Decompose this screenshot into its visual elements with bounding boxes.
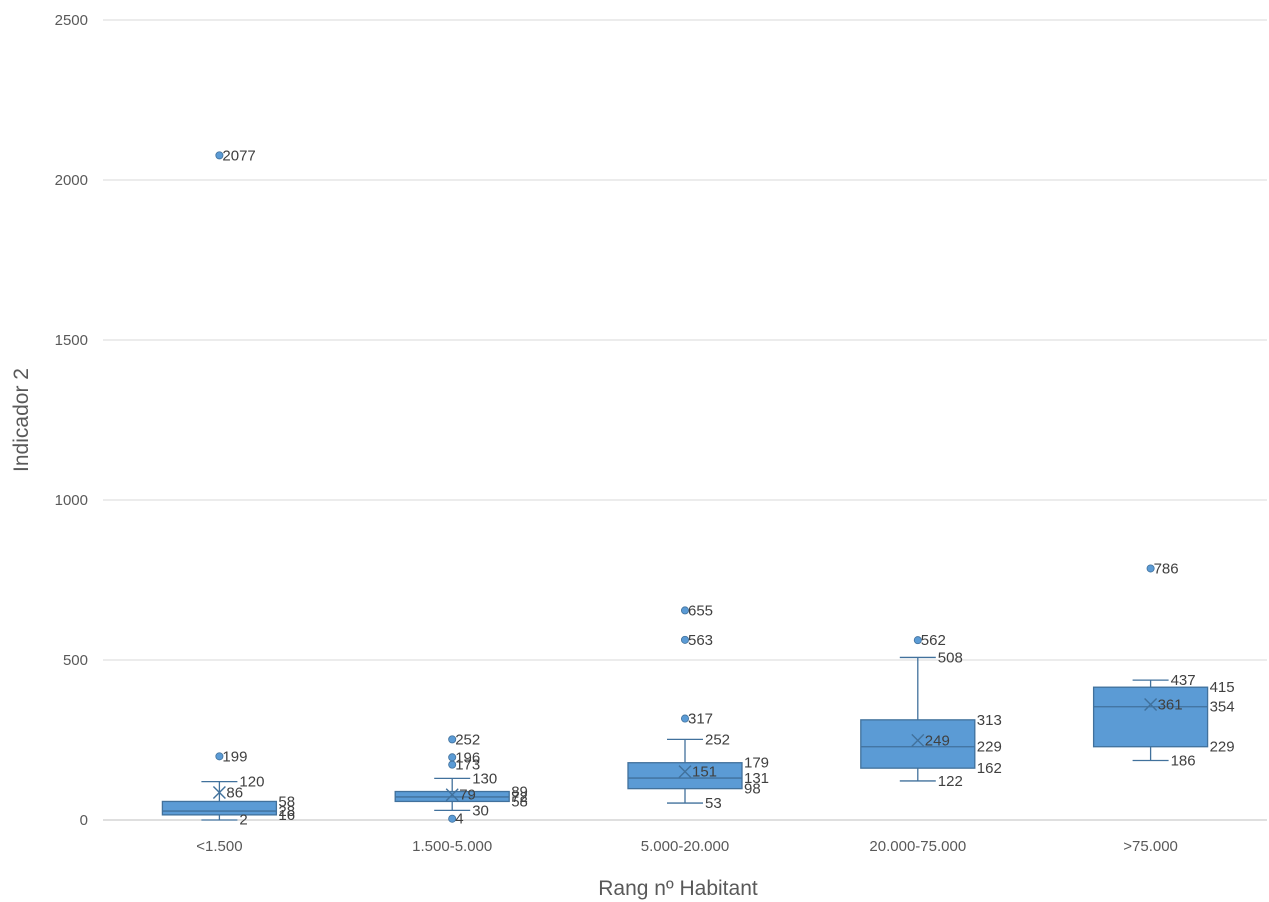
data-label-786: 786 xyxy=(1154,560,1179,577)
box-iqr xyxy=(627,762,743,790)
data-label-79: 79 xyxy=(459,787,476,804)
x-tick-label-2: 1.500-5.000 xyxy=(412,838,492,855)
data-label-53: 53 xyxy=(705,795,722,812)
data-label-30: 30 xyxy=(472,802,489,819)
data-label-655: 655 xyxy=(688,602,713,619)
y-tick-label-1000: 1000 xyxy=(55,492,88,509)
data-label-86: 86 xyxy=(226,784,243,801)
mean-marker-stroke-b xyxy=(445,788,459,802)
data-label-120: 120 xyxy=(239,774,264,791)
data-label-437: 437 xyxy=(1171,672,1196,689)
mean-marker-stroke-b xyxy=(911,733,925,747)
y-tick-label-1500: 1500 xyxy=(55,332,88,349)
data-label-2077: 2077 xyxy=(222,147,255,164)
data-label-173: 173 xyxy=(455,757,480,774)
x-axis-ticks: <1.500 1.500-5.000 5.000-20.000 20.000-75.0… xyxy=(196,838,1178,855)
outlier-point-196 xyxy=(448,753,457,762)
mean-marker-stroke-b xyxy=(678,765,692,779)
data-label-16: 16 xyxy=(278,807,295,824)
outlier-point-252 xyxy=(448,735,457,744)
data-label-162: 162 xyxy=(977,760,1002,777)
data-label-131: 131 xyxy=(744,770,769,787)
gridlines xyxy=(103,19,1267,821)
data-label-2: 2 xyxy=(239,811,247,828)
mean-marker-stroke-b xyxy=(1144,697,1158,711)
outlier-point-317 xyxy=(681,714,690,723)
outlier-point-2077 xyxy=(215,151,224,160)
x-tick-label-1: <1.500 xyxy=(196,838,242,855)
data-label-252: 252 xyxy=(705,731,730,748)
data-label-186: 186 xyxy=(1171,752,1196,769)
data-label-508: 508 xyxy=(938,649,963,666)
data-label-229: 229 xyxy=(977,739,1002,756)
y-tick-label-0: 0 xyxy=(80,812,88,829)
mean-marker xyxy=(212,785,226,799)
data-label-98: 98 xyxy=(744,781,761,798)
x-tick-label-4: 20.000-75.000 xyxy=(869,838,966,855)
data-label-252: 252 xyxy=(455,731,480,748)
data-label-229: 229 xyxy=(1210,739,1235,756)
data-label-313: 313 xyxy=(977,712,1002,729)
mean-marker xyxy=(678,765,692,779)
data-label-130: 130 xyxy=(472,770,497,787)
data-label-199: 199 xyxy=(222,748,247,765)
box-iqr xyxy=(161,800,278,816)
data-label-4: 4 xyxy=(455,811,463,828)
data-label-317: 317 xyxy=(688,711,713,728)
box-iqr xyxy=(1092,686,1209,748)
data-label-563: 563 xyxy=(688,632,713,649)
y-tick-label-500: 500 xyxy=(63,652,88,669)
outlier-point-563 xyxy=(681,635,690,644)
data-label-58: 58 xyxy=(278,793,295,810)
data-label-28: 28 xyxy=(278,803,295,820)
mean-marker-stroke-b xyxy=(212,785,226,799)
data-label-151: 151 xyxy=(692,764,717,781)
outlier-point-562 xyxy=(913,636,922,645)
x-tick-label-3: 5.000-20.000 xyxy=(641,838,729,855)
data-label-179: 179 xyxy=(744,755,769,772)
data-label-415: 415 xyxy=(1210,679,1235,696)
box-series: 2077199120865828162252196173130897258793… xyxy=(161,147,1235,828)
data-label-361: 361 xyxy=(1158,696,1183,713)
data-label-354: 354 xyxy=(1210,699,1235,716)
data-label-562: 562 xyxy=(921,632,946,649)
y-axis-title: Indicador 2 xyxy=(10,368,33,472)
mean-marker xyxy=(1144,697,1158,711)
y-tick-label-2500: 2500 xyxy=(55,12,88,29)
outlier-point-786 xyxy=(1146,564,1155,573)
data-label-58: 58 xyxy=(511,793,528,810)
x-axis-title: Rang nº Habitant xyxy=(598,877,758,900)
outlier-point-655 xyxy=(681,606,690,615)
data-label-249: 249 xyxy=(925,732,950,749)
data-label-122: 122 xyxy=(938,773,963,790)
box-5: 786 437 415 361 354 229 186 xyxy=(1092,560,1235,769)
mean-marker xyxy=(911,733,925,747)
box-iqr xyxy=(860,719,976,769)
outlier-point-4 xyxy=(448,814,457,823)
y-axis-ticks: 0 500 1000 1500 2000 2500 xyxy=(55,12,88,829)
x-tick-label-5: >75.000 xyxy=(1123,838,1178,855)
outlier-point-199 xyxy=(215,752,224,761)
data-label-72: 72 xyxy=(511,789,528,806)
data-label-196: 196 xyxy=(455,749,480,766)
mean-marker xyxy=(445,788,459,802)
y-tick-label-2000: 2000 xyxy=(55,172,88,189)
data-label-89: 89 xyxy=(511,784,528,801)
